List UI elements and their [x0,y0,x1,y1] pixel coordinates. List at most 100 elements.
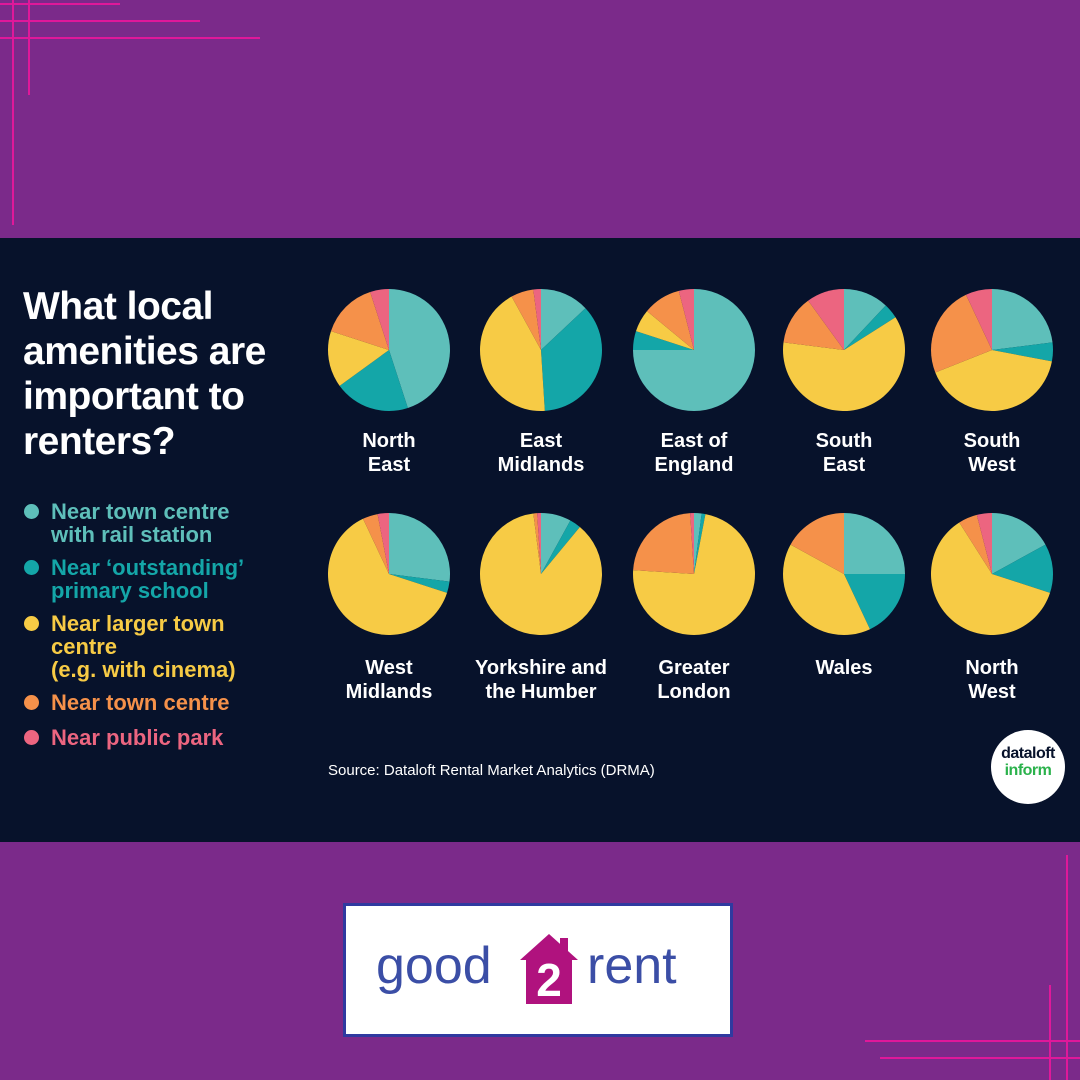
legend-dot-icon [24,616,39,631]
pie-slice [694,513,706,574]
legend-dot-icon [24,504,39,519]
legend-label: Near town centre [51,690,230,715]
region-label: North West [965,657,1019,703]
pie-slice [935,350,1052,412]
dataloft-logo: dataloft inform [991,730,1065,804]
pie-slice [844,289,886,350]
legend-label: Near ‘outstanding’ primary school [51,555,245,603]
legend: Near town centre with rail station Near … [23,500,323,749]
pie-slice [966,289,992,350]
region-label: Yorkshire and the Humber [475,657,607,703]
decorative-line [1066,855,1068,1080]
legend-dot-icon [24,695,39,710]
pie-slice [844,574,905,630]
pie-slice [633,513,694,574]
pie-slice [541,520,580,574]
pie-slice [389,513,451,582]
region-label: West Midlands [345,657,433,703]
pie-slice [363,514,389,574]
legend-label: Near larger town centre (e.g. with cinem… [51,611,236,682]
decorative-line [0,37,260,39]
decorative-line [1049,985,1051,1080]
decorative-line [865,1040,1080,1042]
legend-item: Near public park [23,726,323,749]
pie-slice [783,544,870,635]
pie-slice [635,311,694,350]
legend-item: Near larger town centre (e.g. with cinem… [23,612,323,681]
pie-slice [327,518,448,636]
legend-dot-icon [24,730,39,745]
pie-slice [647,290,694,350]
pie-chart-north-west [930,513,1053,636]
infographic-panel: What local amenities are important to re… [0,238,1080,842]
logo-number: 2 [536,954,562,1006]
pie-slice [511,289,541,350]
pie-slice [541,289,586,350]
pie-chart-east-midlands [480,289,603,411]
legend-label: Near public park [51,725,224,750]
region-label: North East [362,430,416,476]
pie-slice [844,513,905,574]
pie-slice [480,296,545,411]
pie-chart-yorkshire [479,513,602,635]
badge-line2: inform [1004,762,1052,779]
pie-slice [533,289,541,350]
pie-slice [930,522,1051,636]
good2rent-logo: good 2 rent [343,903,733,1037]
pie-slice [377,513,389,574]
badge-line1: dataloft [1001,745,1055,762]
pie-slice [992,544,1053,593]
pie-chart-south-west [930,289,1054,412]
legend-label: Near town centre with rail station [51,499,230,547]
pie-slice [389,574,450,593]
pie-slice [328,331,389,386]
pie-slice [783,300,844,350]
logo-text-left: good [376,937,492,995]
house-icon: 2 [520,934,578,1006]
pie-slice [694,513,702,574]
pie-slice [339,350,408,411]
pie-slice [479,513,602,635]
decorative-line [0,3,120,5]
pie-chart-wales [783,513,905,635]
region-label: Greater London [657,657,731,703]
pie-slice [633,331,694,350]
pie-slice [389,289,450,409]
region-label: Wales [815,657,873,679]
pie-slice [992,513,1046,574]
pie-slice [959,514,992,574]
decorative-line [0,20,200,22]
logo-text-right: rent [587,937,677,995]
pie-slice [790,513,844,574]
region-label: South West [963,430,1021,476]
pie-chart-south-east [782,289,905,411]
region-label: East of England [654,430,734,476]
region-label: South East [815,430,873,476]
pie-slice [370,289,389,350]
pie-slice [782,317,905,411]
source-note: Source: Dataloft Rental Market Analytics… [328,762,655,779]
pie-chart-greater-london [632,513,755,635]
pie-slice [537,513,541,574]
pie-slice [541,513,571,574]
legend-item: Near town centre with rail station [23,500,323,546]
region-label: East Midlands [497,430,585,476]
pie-slice [930,294,992,373]
pie-chart-north-east [328,289,450,411]
pie-slice [808,289,844,350]
pie-slice [976,513,992,574]
legend-item: Near town centre [23,691,323,714]
decorative-line [12,0,14,225]
legend-item: Near ‘outstanding’ primary school [23,556,323,602]
decorative-line [28,0,30,95]
pie-chart-east-of-england [633,289,755,411]
pie-slice [541,308,603,411]
pie-slice [992,342,1054,362]
pie-slice [690,513,694,574]
pie-chart-west-midlands [327,513,451,636]
pie-slice [992,289,1053,350]
pie-slice [330,291,389,350]
chart-title: What local amenities are important to re… [23,285,266,463]
legend-dot-icon [24,560,39,575]
pie-slice [678,289,694,350]
